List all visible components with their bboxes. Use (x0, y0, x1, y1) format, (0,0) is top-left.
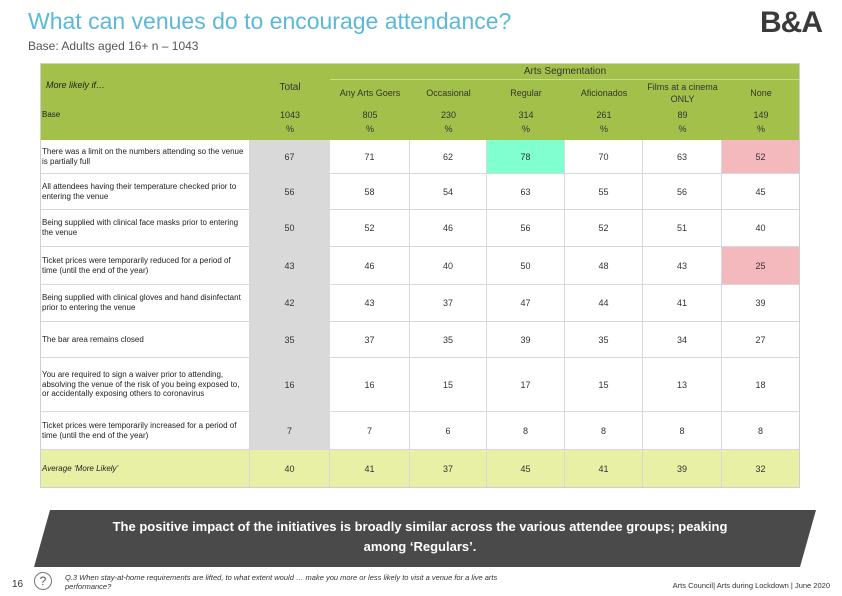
base-value: 314 (518, 110, 534, 120)
value-cell: 56 (250, 174, 330, 210)
value-cell: 41 (643, 285, 722, 322)
value-cell: 35 (565, 322, 643, 358)
value-cell: 67 (250, 140, 330, 174)
value-cell: 50 (487, 247, 565, 285)
base-value: 1043 (279, 110, 301, 120)
row-label: Ticket prices were temporarily reduced f… (40, 247, 250, 285)
row-label: Being supplied with clinical gloves and … (40, 285, 250, 322)
value-cell: 51 (643, 210, 722, 247)
page-number: 16 (12, 579, 24, 590)
value-cell: 48 (565, 247, 643, 285)
column-header: Aficionados (580, 88, 628, 99)
subtitle: Base: Adults aged 16+ n – 1043 (28, 39, 199, 53)
base-value: 149 (753, 110, 769, 120)
logo: B&A (760, 6, 823, 39)
value-cell: 56 (487, 210, 565, 247)
base-unit: % (521, 124, 530, 134)
base-value: 230 (440, 110, 457, 120)
column-header: Regular (510, 88, 542, 99)
header-band (40, 63, 800, 140)
value-cell: 8 (487, 412, 565, 450)
value-cell: 52 (330, 210, 410, 247)
base-value: 89 (677, 110, 688, 120)
value-cell: 7 (250, 412, 330, 450)
value-cell: 8 (565, 412, 643, 450)
row-label: Being supplied with clinical face masks … (40, 210, 250, 247)
value-cell: 43 (643, 247, 722, 285)
row-label: There was a limit on the numbers attendi… (40, 140, 250, 174)
row-label: All attendees having their temperature c… (40, 174, 250, 210)
value-cell: 13 (643, 358, 722, 412)
callout-shape (34, 510, 816, 567)
average-band (40, 450, 800, 488)
source: Arts Council| Arts during Lockdown | Jun… (672, 581, 830, 590)
value-cell: 43 (250, 247, 330, 285)
title: What can venues do to encourage attendan… (28, 8, 512, 34)
value-cell: 56 (643, 174, 722, 210)
value-cell: 35 (250, 322, 330, 358)
value-cell: 16 (250, 358, 330, 412)
base-value: 805 (362, 110, 378, 120)
value-cell: 42 (250, 285, 330, 322)
value-cell: 37 (410, 285, 487, 322)
total-label: Total (279, 81, 301, 93)
value-cell: 54 (410, 174, 487, 210)
table: Arts Segmentation More likely if… Total Any… (40, 63, 800, 488)
value-cell: 52 (722, 140, 800, 174)
value-cell: 34 (643, 322, 722, 358)
column-header: Films at a cinema ONLY (647, 82, 718, 104)
row-label: Ticket prices were temporarily increased… (40, 412, 250, 450)
corner-label: More likely if… (46, 79, 106, 90)
total-shade (250, 140, 330, 450)
value-cell: 47 (487, 285, 565, 322)
value-cell: 62 (410, 140, 487, 174)
value-cell: 52 (565, 210, 643, 247)
value-cell: 46 (410, 210, 487, 247)
base-unit: % (285, 124, 294, 134)
question-text: Q.3 When stay-at-home requirements are l… (65, 573, 498, 591)
base-label: Base (42, 110, 61, 120)
row-label: You are required to sign a waiver prior … (40, 358, 250, 412)
column-header: Occasional (426, 88, 471, 99)
value-cell: 16 (330, 358, 410, 412)
value-cell: 70 (565, 140, 643, 174)
value-cell: 25 (722, 247, 800, 285)
value-cell: 44 (565, 285, 643, 322)
value-cell: 71 (330, 140, 410, 174)
value-cell: 63 (643, 140, 722, 174)
value-cell: 39 (487, 322, 565, 358)
row-label: The bar area remains closed (40, 322, 250, 358)
value-cell: 15 (565, 358, 643, 412)
value-cell: 50 (250, 210, 330, 247)
value-cell: 15 (410, 358, 487, 412)
base-unit: % (365, 124, 374, 134)
value-cell: 37 (330, 322, 410, 358)
base-value: 261 (596, 110, 612, 120)
value-cell: 55 (565, 174, 643, 210)
value-cell: 58 (330, 174, 410, 210)
value-cell: 43 (330, 285, 410, 322)
value-cell: 6 (410, 412, 487, 450)
base-unit: % (599, 124, 608, 134)
base-unit: % (756, 124, 765, 134)
callout-text: The positive impact of the initiatives i… (112, 519, 728, 554)
column-header: None (750, 88, 772, 99)
value-cell: 35 (410, 322, 487, 358)
base-unit: % (678, 124, 687, 134)
value-cell: 46 (330, 247, 410, 285)
value-cell: 40 (410, 247, 487, 285)
value-cell: 8 (643, 412, 722, 450)
value-cell: 7 (330, 412, 410, 450)
table-frame (40, 63, 800, 488)
value-cell: 63 (487, 174, 565, 210)
value-cell: 78 (487, 140, 565, 174)
column-header: Any Arts Goers (339, 88, 401, 99)
value-cell: 17 (487, 358, 565, 412)
question-icon: ? (34, 572, 52, 590)
group-label: Arts Segmentation (330, 64, 800, 80)
base-unit: % (444, 124, 453, 134)
callout-band (34, 510, 816, 567)
